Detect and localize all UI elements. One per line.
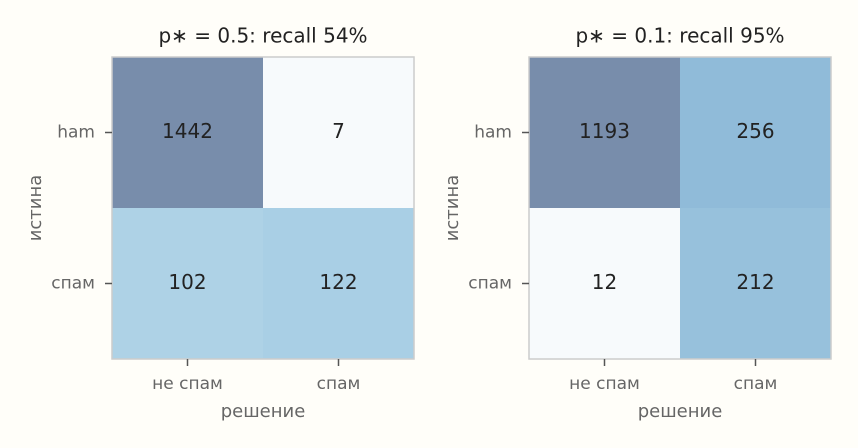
x-axis-label: решение: [638, 401, 723, 422]
y-axis-label: истина: [442, 175, 463, 242]
x-tick-label: не спам: [152, 374, 223, 394]
cell-value: 256: [736, 119, 774, 143]
cell-value: 1442: [162, 119, 213, 143]
cell-value: 102: [168, 270, 206, 294]
y-tick-label: ham: [474, 123, 512, 143]
cell-value: 1193: [579, 119, 630, 143]
plot-frame: [111, 56, 415, 360]
cell: [112, 57, 263, 208]
y-tick-label: ham: [57, 123, 95, 143]
cell: [263, 208, 414, 359]
cell: [112, 208, 263, 359]
y-tick-label: спам: [468, 274, 512, 294]
plot-frame: [528, 56, 832, 360]
x-axis-label: решение: [221, 401, 306, 422]
y-tick-label: спам: [51, 274, 95, 294]
cell: [529, 208, 680, 359]
cell-value: 122: [319, 270, 357, 294]
cell-value: 12: [592, 270, 617, 294]
chart-title: p∗ = 0.5: recall 54%: [158, 24, 367, 48]
x-tick-label: спам: [317, 374, 361, 394]
x-tick-label: не спам: [569, 374, 640, 394]
cell-value: 212: [736, 270, 774, 294]
y-axis-label: истина: [25, 175, 46, 242]
chart-title: p∗ = 0.1: recall 95%: [575, 24, 784, 48]
cell: [263, 57, 414, 208]
cell: [680, 57, 831, 208]
x-tick-label: спам: [734, 374, 778, 394]
cell: [680, 208, 831, 359]
cell: [529, 57, 680, 208]
cell-value: 7: [332, 119, 345, 143]
